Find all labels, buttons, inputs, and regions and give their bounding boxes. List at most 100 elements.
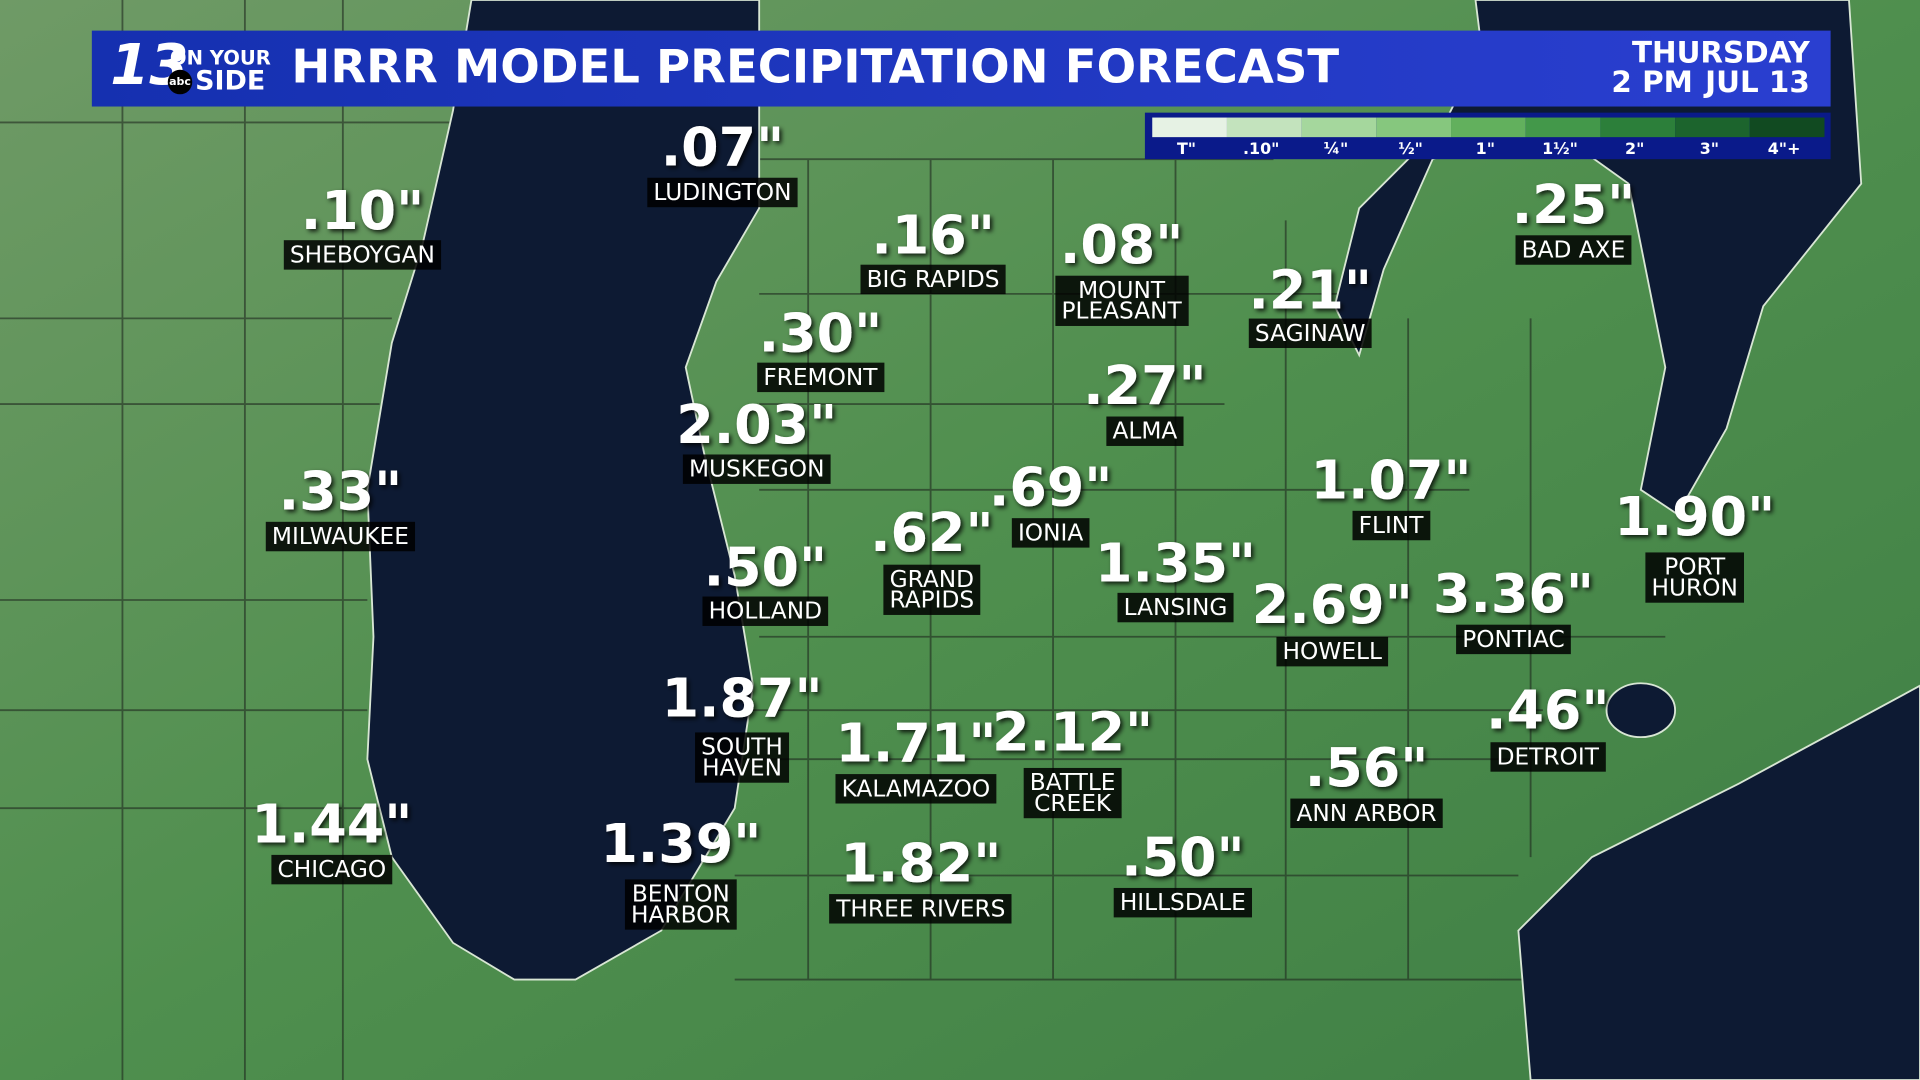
city-name-box: [1011, 518, 1090, 548]
city-name-box: [1023, 767, 1122, 819]
city-name: BIG RAPIDS: [867, 266, 1000, 293]
city-name: PLEASANT: [1061, 298, 1182, 325]
legend-label: 1": [1476, 139, 1495, 158]
city-name: HAVEN: [702, 754, 782, 781]
city-name: IONIA: [1018, 519, 1083, 546]
legend-swatch: [1376, 117, 1452, 138]
city: IONIA.69": [989, 456, 1112, 548]
precip-amount: .16": [871, 203, 994, 266]
city-name: HILLSDALE: [1120, 889, 1246, 916]
city: SAGINAW.21": [1248, 259, 1372, 349]
city: DETROIT.46": [1486, 679, 1609, 772]
legend-label: ¼": [1324, 139, 1349, 158]
lake-erie: [1517, 684, 1920, 1080]
legend-label: 2": [1625, 139, 1644, 158]
precip-amount: .30": [759, 301, 882, 364]
city: BAD AXE.25": [1512, 173, 1635, 265]
city-name: PORT: [1664, 554, 1726, 581]
city-name-box: [835, 774, 997, 804]
city-name: HARBOR: [631, 901, 731, 928]
city-name-box: [1248, 318, 1372, 349]
legend-label: .10": [1243, 139, 1279, 158]
city-name: SHEBOYGAN: [290, 241, 435, 268]
city-name: BATTLE: [1030, 769, 1116, 796]
precip-amount: 1.90": [1614, 485, 1775, 548]
legend-label: 4"+: [1768, 139, 1801, 158]
city-name: ANN ARBOR: [1296, 800, 1436, 827]
city-name: PONTIAC: [1462, 626, 1565, 653]
city-name-box: [265, 521, 416, 552]
city-name: FLINT: [1359, 512, 1425, 539]
precip-amount: .69": [989, 456, 1112, 519]
city-name: KALAMAZOO: [842, 775, 991, 802]
precip-amount: .27": [1083, 354, 1206, 417]
city: LUDINGTON.07": [647, 115, 798, 208]
precip-amount: 1.87": [662, 666, 823, 729]
city-name-box: [682, 454, 831, 484]
city: HILLSDALE.50": [1113, 825, 1253, 918]
city-labels: LUDINGTON.07"SHEBOYGAN.10"BIG RAPIDS.16"…: [251, 115, 1775, 930]
city-name: SAGINAW: [1255, 320, 1366, 347]
precip-amount: .50": [704, 535, 827, 598]
city-name-box: [695, 732, 790, 783]
lake-michigan: [366, 0, 761, 981]
precip-amount: 1.82": [840, 832, 1001, 895]
precip-amount: 3.36": [1433, 562, 1594, 625]
day: THURSDAY: [1632, 35, 1811, 69]
precip-amount: 2.03": [676, 393, 837, 456]
city-name-box: [1290, 798, 1443, 829]
legend-label: ½": [1398, 139, 1423, 158]
precip-amount: 2.12": [992, 701, 1153, 764]
legend-label: 3": [1700, 139, 1719, 158]
city: BIG RAPIDS.16": [860, 203, 1006, 295]
precip-amount: 2.69": [1252, 573, 1413, 636]
city-name-box: [283, 240, 442, 270]
city-name-box: [1113, 887, 1253, 918]
legend-swatch: [1675, 117, 1750, 138]
precip-amount: .21": [1248, 259, 1371, 322]
precip-amount: .07": [661, 115, 784, 178]
legend: T" .10" ¼" ½" 1" 1½" 2" 3" 4"+: [1152, 117, 1825, 158]
city-name: GRAND: [890, 566, 974, 593]
precip-amount: 1.39": [600, 812, 761, 875]
precip-amount: .62": [870, 501, 993, 564]
precip-amount: .33": [279, 459, 402, 522]
city-name-box: [1645, 552, 1744, 603]
legend-swatch: [1451, 117, 1526, 138]
precip-amount: 1.44": [251, 792, 412, 855]
precip-amount: 1.71": [835, 712, 996, 775]
city-name: FREMONT: [763, 364, 878, 391]
legend-swatch: [1600, 117, 1676, 138]
city-name-box: [1515, 235, 1632, 265]
precip-amount: 1.35": [1095, 532, 1256, 595]
city-name-box: [1352, 510, 1431, 541]
city-name-box: [757, 362, 885, 393]
legend-swatch: [1525, 117, 1601, 138]
city: SHEBOYGAN.10": [283, 179, 442, 270]
city-name-box: [860, 264, 1006, 295]
city-name-box: [1055, 275, 1189, 326]
city-name-box: [829, 894, 1012, 924]
city-name: HOWELL: [1283, 638, 1382, 665]
city-name-box: [1456, 624, 1571, 655]
precip-amount: .50": [1121, 825, 1244, 888]
city-name: ALMA: [1112, 418, 1177, 445]
logo-badge: [167, 69, 193, 95]
city-name: DETROIT: [1497, 743, 1600, 770]
precip-amount: .08": [1060, 213, 1183, 276]
date: JUL 13: [1703, 65, 1810, 99]
city-name: MUSKEGON: [689, 456, 824, 483]
